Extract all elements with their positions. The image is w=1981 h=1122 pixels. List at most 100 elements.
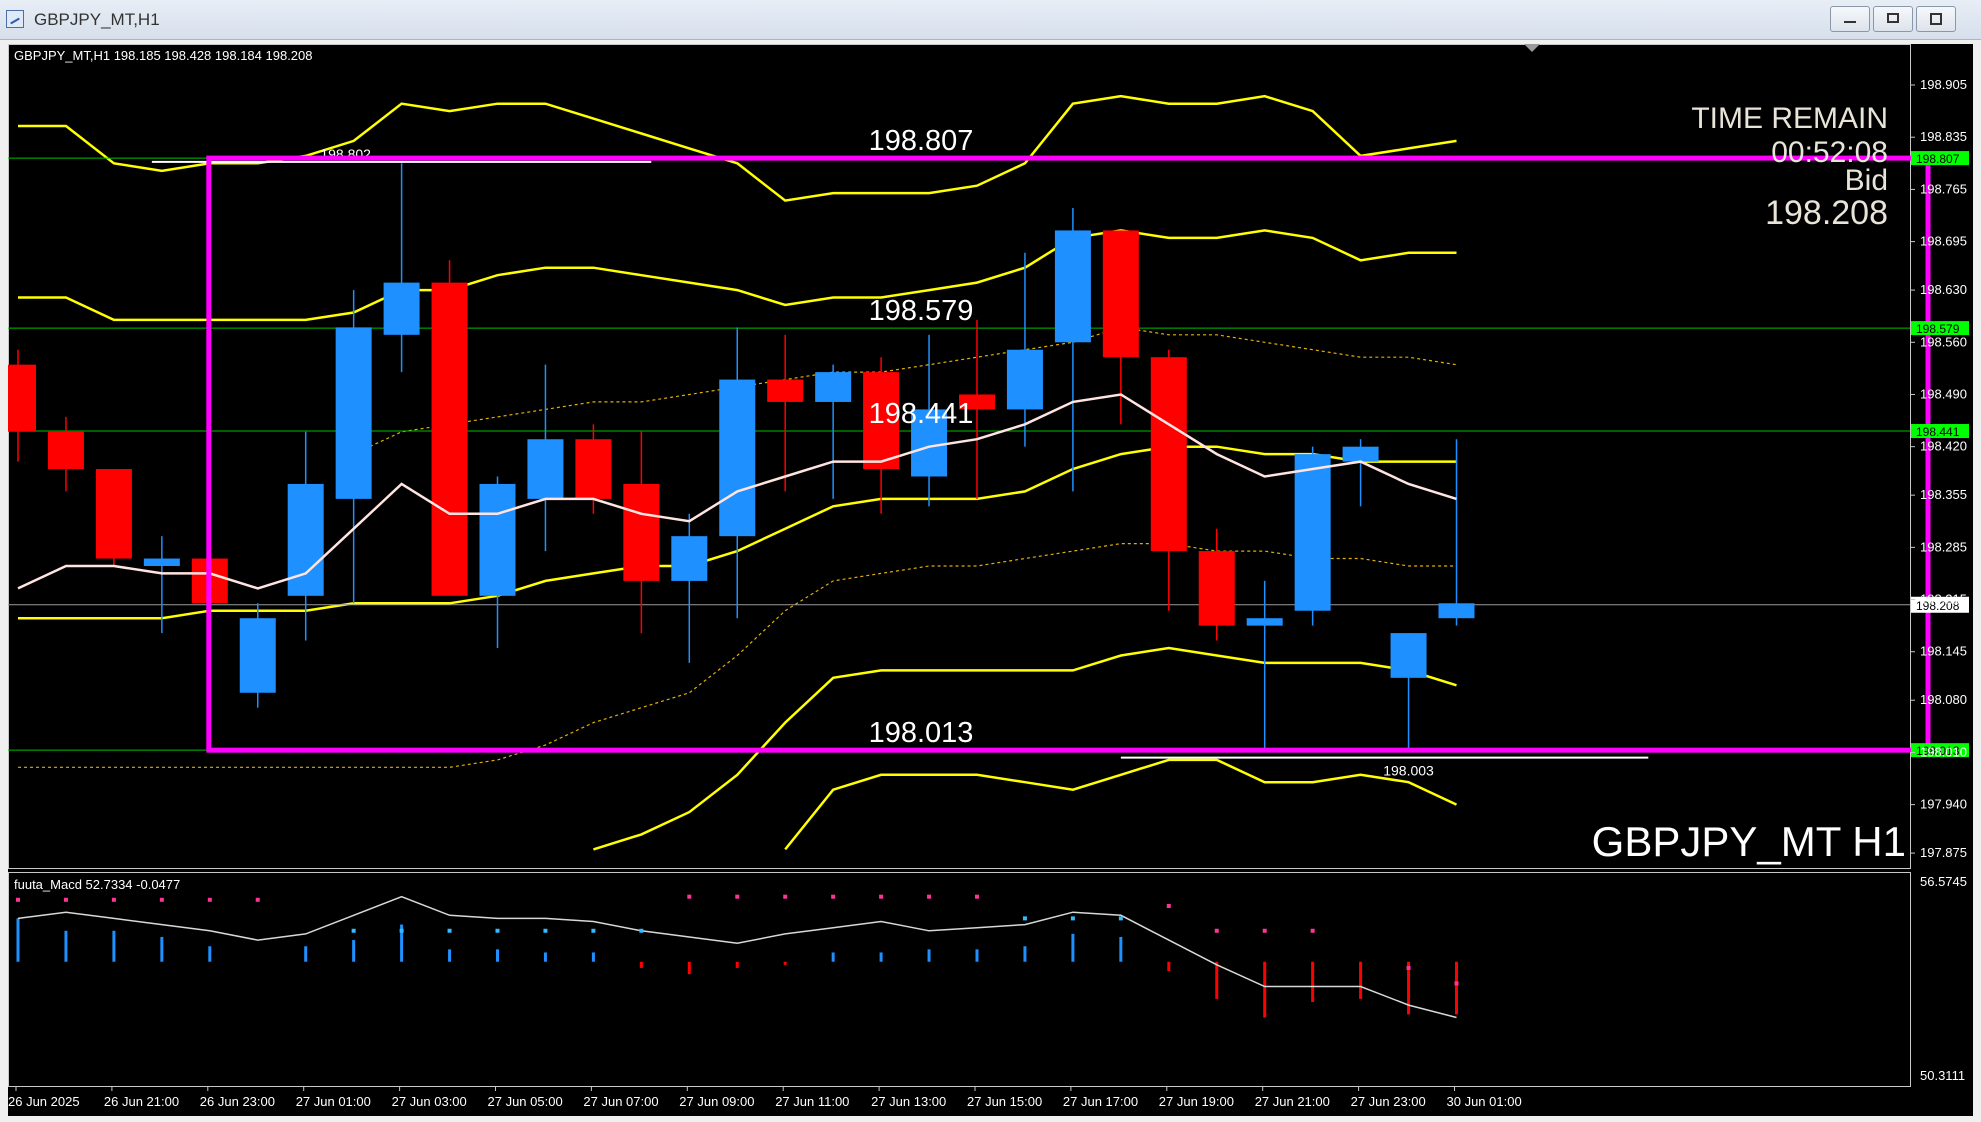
macd-signal-dot <box>1118 916 1123 921</box>
bear-candle <box>1150 357 1187 552</box>
bull-candle <box>1246 618 1283 626</box>
level-price-tag-label: 198.807 <box>1916 152 1960 166</box>
macd-signal-dot <box>399 928 404 933</box>
y-tick-label: 198.080 <box>1920 692 1967 707</box>
level-price-tag <box>1911 321 1969 336</box>
x-tick-label: 27 Jun 09:00 <box>679 1094 754 1109</box>
x-tick-label: 27 Jun 21:00 <box>1255 1094 1330 1109</box>
macd-signal-dot <box>1214 928 1219 933</box>
y-tick-label: 198.695 <box>1920 234 1967 249</box>
bear-candle <box>767 379 804 402</box>
x-tick-label: 27 Jun 05:00 <box>488 1094 563 1109</box>
x-tick-label: 27 Jun 13:00 <box>871 1094 946 1109</box>
level-price-tag <box>1911 424 1969 439</box>
level-price-tag <box>1911 151 1969 166</box>
bull-candle <box>1294 454 1331 611</box>
macd-signal-dot <box>831 894 836 899</box>
scroll-marker-icon <box>1524 44 1540 52</box>
bear-candle <box>959 394 995 410</box>
bull-candle <box>239 618 276 693</box>
x-tick-label: 30 Jun 01:00 <box>1447 1094 1522 1109</box>
symbol-watermark: GBPJPY_MT H1 <box>1592 818 1906 865</box>
macd-signal-dot <box>879 894 884 899</box>
x-tick-label: 27 Jun 03:00 <box>392 1094 467 1109</box>
x-tick-label: 27 Jun 23:00 <box>1351 1094 1426 1109</box>
macd-signal-dot <box>16 897 20 902</box>
bull-candle <box>671 536 708 581</box>
y-tick-label: 198.835 <box>1920 129 1967 144</box>
macd-signal-dot <box>111 897 116 902</box>
restore-button[interactable] <box>1873 6 1913 32</box>
macd-signal-dot <box>1022 916 1027 921</box>
y-tick-label: 198.560 <box>1920 334 1967 349</box>
macd-signal-dot <box>159 897 164 902</box>
bear-candle <box>8 364 36 432</box>
main-plot-frame <box>8 44 1911 869</box>
macd-signal-dot <box>1406 965 1411 970</box>
macd-signal-dot <box>495 928 500 933</box>
bear-candle <box>95 469 132 559</box>
y-tick-label: 198.905 <box>1920 77 1967 92</box>
x-tick-label: 26 Jun 23:00 <box>200 1094 275 1109</box>
macd-signal-dot <box>1454 981 1459 986</box>
macd-signal-dot <box>927 894 932 899</box>
current-price-tag <box>1911 596 1969 613</box>
bull-candle <box>1006 349 1043 410</box>
time-remain-value: 00:52:08 <box>1771 136 1888 169</box>
x-tick-label: 27 Jun 07:00 <box>583 1094 658 1109</box>
time-remain-label: TIME REMAIN <box>1691 102 1888 135</box>
bull-candle <box>287 483 324 596</box>
macd-signal-dot <box>1166 903 1171 908</box>
macd-signal-dot <box>687 894 692 899</box>
macd-signal-dot <box>1310 928 1315 933</box>
y-tick-label: 198.145 <box>1920 644 1967 659</box>
bull-candle <box>719 379 756 537</box>
y-tick-label: 198.215 <box>1920 592 1967 607</box>
lower-band-2 <box>784 758 1458 851</box>
level-label: 198.579 <box>869 295 974 327</box>
y-tick-label: 197.875 <box>1920 845 1967 860</box>
close-button[interactable] <box>1916 6 1956 32</box>
minimize-button[interactable] <box>1830 6 1870 32</box>
macd-signal-dot <box>351 928 356 933</box>
bear-candle <box>431 282 468 596</box>
bull-candle <box>1054 230 1091 343</box>
bull-candle <box>1438 603 1475 619</box>
window-title: GBPJPY_MT,H1 <box>34 10 160 29</box>
macd-scale-min: 50.3111 <box>1920 1068 1965 1083</box>
x-tick-label: 26 Jun 21:00 <box>104 1094 179 1109</box>
moving-average-line <box>17 393 1457 590</box>
bull-candle <box>1342 446 1379 462</box>
level-price-tag-label: 198.441 <box>1916 425 1960 439</box>
macd-signal-dot <box>639 928 644 933</box>
lower-band-1 <box>593 646 1457 851</box>
bear-candle <box>863 372 900 470</box>
macd-signal-dot <box>207 897 212 902</box>
chart-header: GBPJPY_MT,H1 198.185 198.428 198.184 198… <box>14 48 313 63</box>
macd-line <box>17 895 1457 1019</box>
y-tick-label: 198.420 <box>1920 439 1967 454</box>
bull-candle <box>383 282 420 335</box>
swing-low-label: 198.003 <box>1383 763 1434 779</box>
level-label: 198.441 <box>869 398 974 430</box>
macd-signal-dot <box>255 897 260 902</box>
macd-signal-dot <box>975 894 979 899</box>
current-price-tag-label: 198.208 <box>1916 599 1960 613</box>
range-box <box>206 155 1931 753</box>
bull-candle <box>335 327 372 499</box>
window-titlebar: GBPJPY_MT,H1 <box>0 0 1981 40</box>
y-tick-label: 197.940 <box>1920 797 1967 812</box>
bear-candle <box>1102 230 1139 358</box>
bull-candle <box>1390 633 1427 678</box>
y-tick-label: 198.355 <box>1920 487 1967 502</box>
macd-plot-frame <box>8 872 1911 1087</box>
bull-candle <box>911 409 948 477</box>
price-chart[interactable]: 198.802198.003198.807198.579198.441198.0… <box>8 44 1973 1116</box>
y-tick-label: 198.010 <box>1920 744 1967 759</box>
x-tick-label: 27 Jun 17:00 <box>1063 1094 1138 1109</box>
chart-area[interactable]: 198.802 198.003 198.807 198.579 198.441 198.0… <box>8 44 1973 1116</box>
chart-window-icon <box>6 10 24 28</box>
bear-candle <box>575 439 612 499</box>
y-tick-label: 198.490 <box>1920 386 1967 401</box>
bear-candle <box>623 483 660 581</box>
